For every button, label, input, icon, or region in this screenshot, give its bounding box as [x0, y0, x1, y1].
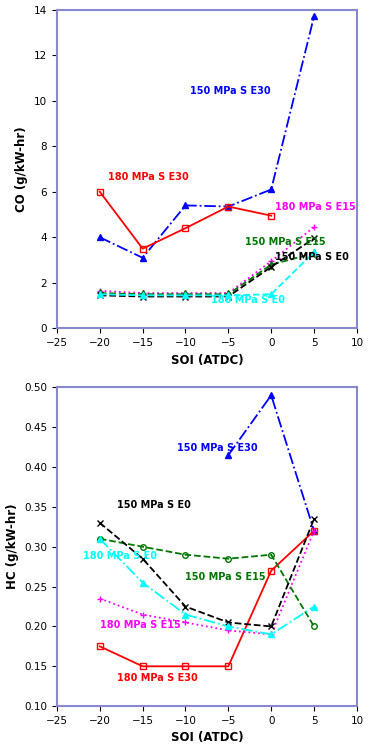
- Text: 150 MPa S E0: 150 MPa S E0: [117, 500, 191, 511]
- Text: 150 MPa S E0: 150 MPa S E0: [276, 252, 349, 262]
- Text: 180 MPa S E30: 180 MPa S E30: [117, 673, 198, 682]
- Text: 150 MPa S E15: 150 MPa S E15: [245, 237, 326, 248]
- Text: 180 MPa S E15: 180 MPa S E15: [100, 620, 180, 630]
- X-axis label: SOI (ATDC): SOI (ATDC): [170, 354, 243, 367]
- Text: 180 MPa S E0: 180 MPa S E0: [211, 296, 285, 305]
- Y-axis label: CO (g/kW-hr): CO (g/kW-hr): [15, 126, 28, 212]
- X-axis label: SOI (ATDC): SOI (ATDC): [170, 731, 243, 745]
- Text: 180 MPa S E0: 180 MPa S E0: [83, 550, 157, 561]
- Text: 180 MPa S E30: 180 MPa S E30: [108, 172, 189, 182]
- Text: 150 MPa S E30: 150 MPa S E30: [177, 443, 258, 453]
- Text: 150 MPa S E15: 150 MPa S E15: [186, 572, 266, 582]
- Y-axis label: HC (g/kW-hr): HC (g/kW-hr): [6, 504, 18, 590]
- Text: 150 MPa S E30: 150 MPa S E30: [190, 86, 270, 96]
- Text: 180 MPa S E15: 180 MPa S E15: [276, 202, 356, 212]
